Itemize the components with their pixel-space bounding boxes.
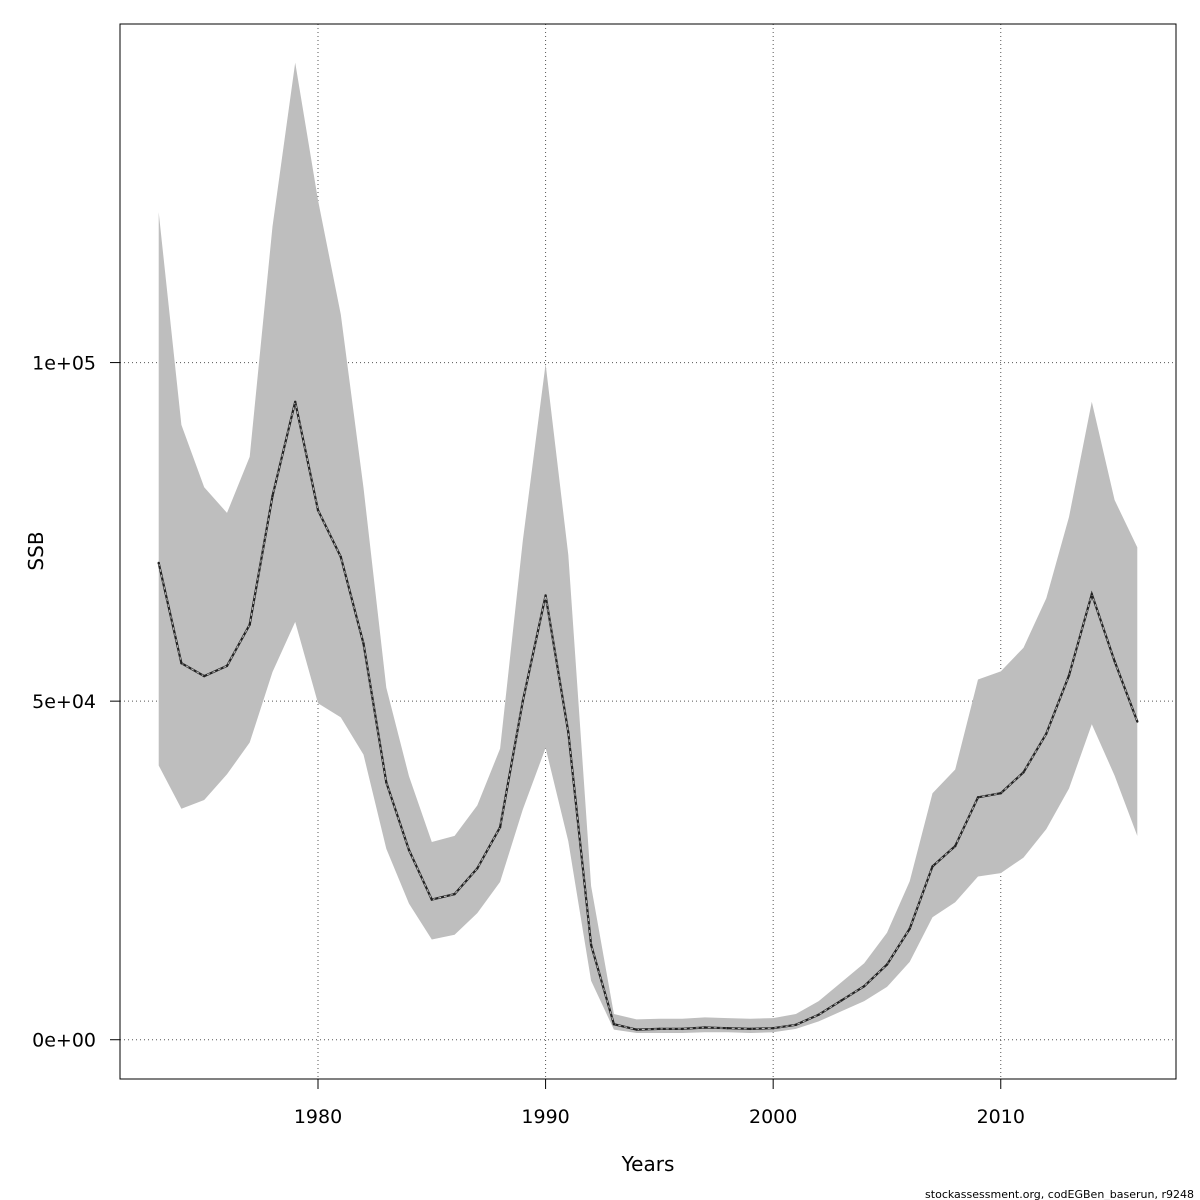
data-point [567, 731, 570, 734]
data-point [612, 1022, 616, 1026]
y-axis: 0e+00 5e+04 1e+05 [32, 353, 120, 1052]
data-point [453, 892, 456, 896]
data-point [908, 927, 911, 930]
data-point [544, 594, 547, 597]
y-axis-title: SSB [24, 531, 48, 570]
data-point [407, 848, 411, 852]
data-point [885, 963, 889, 966]
x-tick-label: 1980 [294, 1106, 342, 1128]
x-tick-label: 1990 [521, 1106, 569, 1128]
data-point [180, 662, 183, 665]
data-point [316, 509, 320, 512]
data-point [726, 1027, 729, 1030]
data-point [225, 664, 229, 668]
x-tick-label: 2000 [749, 1106, 797, 1128]
data-point [794, 1023, 798, 1026]
data-point [430, 898, 433, 901]
data-point [157, 561, 160, 565]
data-point [385, 781, 388, 784]
data-point [954, 844, 957, 848]
x-axis: 1980 1990 2000 2010 [294, 1079, 1025, 1128]
data-point [772, 1027, 775, 1030]
y-tick-label: 0e+00 [32, 1030, 96, 1052]
data-point [863, 985, 866, 988]
y-tick-label: 1e+05 [32, 353, 96, 375]
data-point [931, 865, 934, 868]
y-tick-label: 5e+04 [32, 691, 96, 713]
data-point [248, 623, 251, 626]
data-point [294, 400, 297, 403]
data-point [840, 999, 843, 1002]
data-point [999, 792, 1002, 795]
data-point [589, 943, 593, 947]
data-point [339, 555, 342, 559]
data-point [1022, 771, 1025, 774]
data-point [635, 1028, 638, 1031]
confidence-band [158, 62, 1138, 1034]
data-point [703, 1026, 707, 1029]
data-point [817, 1013, 820, 1016]
footer-credit: stockassessment.org, codEGBen_baserun, r… [925, 1188, 1194, 1200]
x-axis-title: Years [621, 1152, 675, 1176]
data-point [1136, 720, 1139, 723]
data-point [1113, 660, 1116, 663]
data-point [203, 674, 206, 678]
data-point [976, 796, 980, 799]
data-point [1090, 593, 1094, 596]
data-points [157, 400, 1139, 1031]
ssb-estimate-line-dashes [158, 401, 1138, 1031]
data-point [749, 1027, 752, 1031]
data-point [1045, 732, 1048, 735]
data-point [680, 1027, 684, 1031]
data-point [476, 867, 479, 870]
data-point [271, 494, 274, 498]
x-tick-label: 2010 [977, 1106, 1025, 1128]
data-point [658, 1027, 661, 1031]
plot-frame [119, 23, 1177, 1080]
data-point [362, 642, 365, 645]
data-point [498, 825, 502, 829]
data-point [521, 700, 524, 703]
data-point [1067, 674, 1071, 677]
